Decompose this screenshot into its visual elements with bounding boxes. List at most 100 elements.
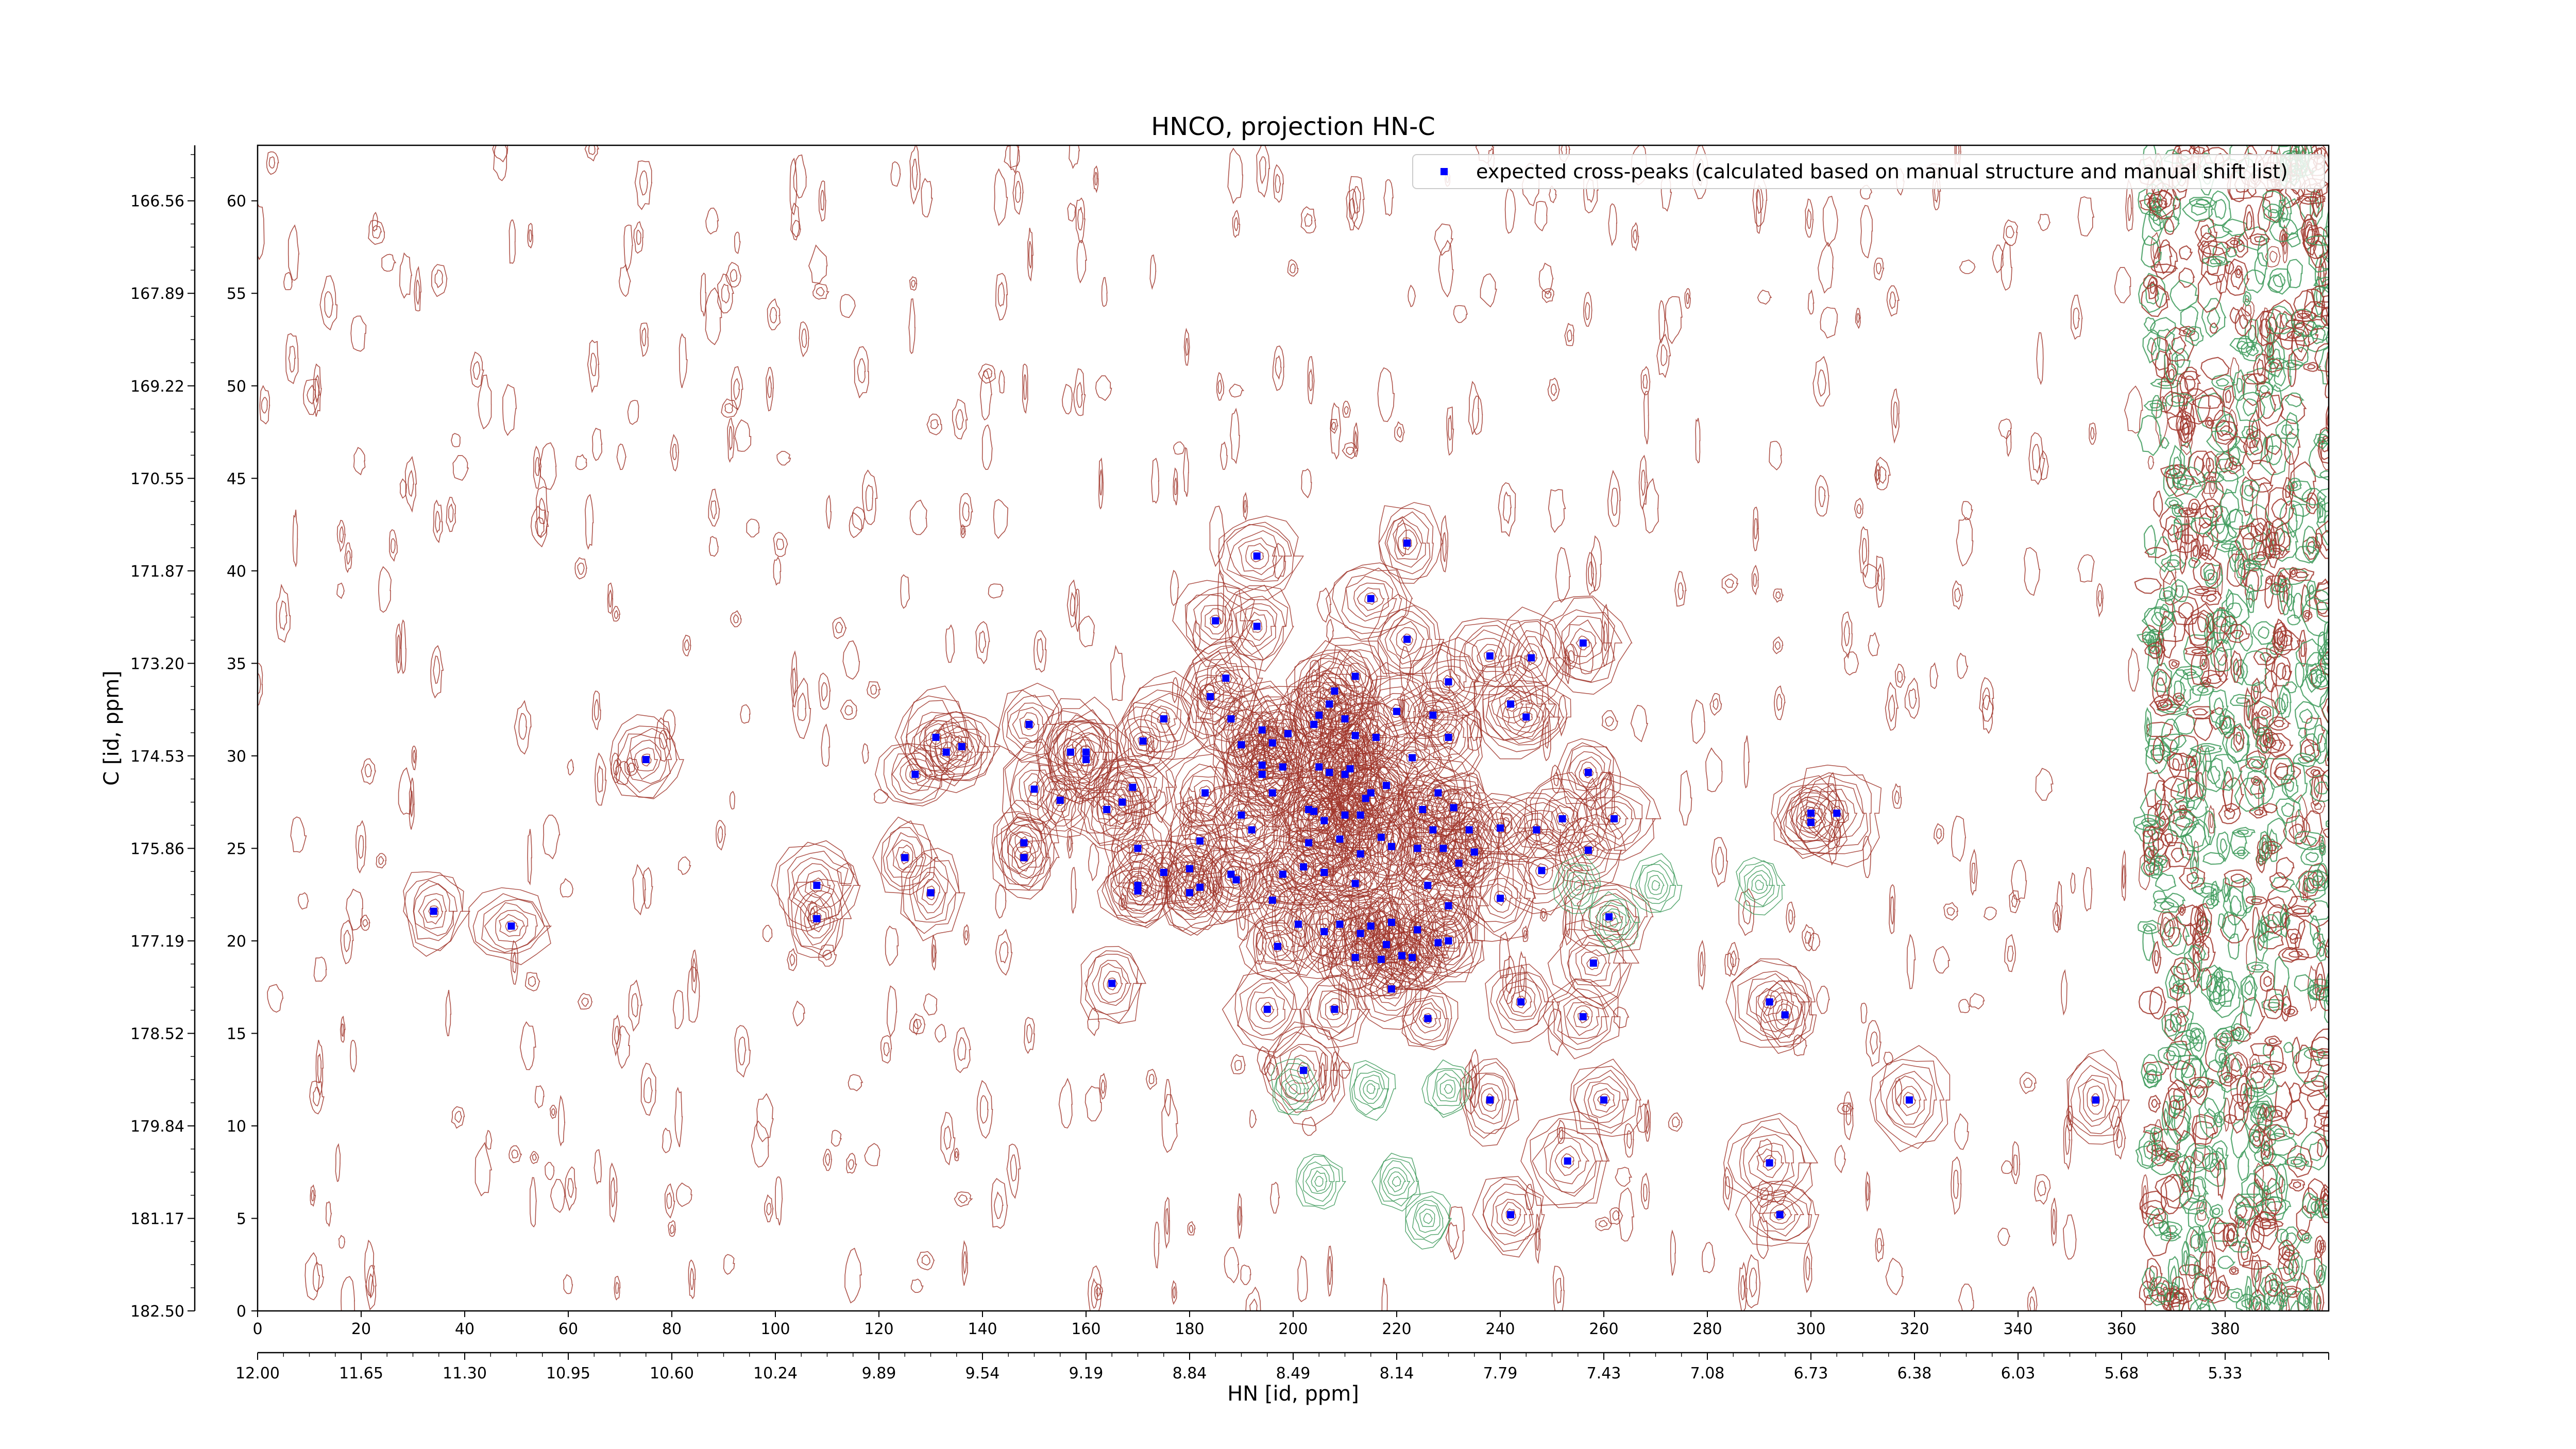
cross-peak-point	[1403, 539, 1411, 547]
cross-peak-point	[1186, 865, 1193, 872]
cross-peak-point	[1362, 795, 1369, 802]
cross-peak-point	[1497, 824, 1504, 832]
y-tick-label: 0	[236, 1303, 246, 1321]
cross-peak-point	[1108, 980, 1116, 987]
cross-peak-point	[1227, 870, 1235, 878]
cross-peak-point	[1584, 769, 1592, 777]
cross-peak-point	[1295, 920, 1302, 928]
y-tick-label: 25	[227, 840, 246, 858]
cross-peak-point	[1258, 726, 1266, 734]
cross-peak-point	[1056, 797, 1064, 804]
cross-peak-point	[1201, 789, 1209, 797]
cross-peak-point	[1424, 1015, 1432, 1022]
cross-peak-point	[1227, 715, 1235, 723]
cross-peak-point	[1186, 889, 1193, 897]
cross-peak-point	[1310, 720, 1318, 728]
cross-peak-point	[1268, 896, 1276, 904]
cross-peak-point	[1066, 748, 1074, 756]
cross-peak-point	[1207, 693, 1214, 700]
cross-peak-point	[1507, 700, 1515, 708]
cross-peak-point	[1372, 733, 1380, 741]
y-ppm-tick-label: 170.55	[130, 470, 184, 488]
legend: expected cross-peaks (calculated based o…	[1412, 154, 2325, 189]
x-ppm-tick-label: 6.38	[1897, 1364, 1932, 1383]
cross-peak-point	[1382, 782, 1390, 789]
x-ppm-tick-label: 6.03	[2001, 1364, 2036, 1383]
x-ppm-tick-label: 5.33	[2208, 1364, 2243, 1383]
x-tick-label: 0	[252, 1320, 262, 1338]
y-tick-label: 5	[236, 1210, 246, 1228]
cross-peak-point	[507, 922, 515, 930]
cross-peak-point	[1611, 815, 1618, 822]
x-tick-label: 20	[351, 1320, 371, 1338]
cross-peak-point	[1020, 854, 1028, 862]
cross-peak-point	[1336, 920, 1344, 928]
cross-peak-point	[813, 882, 821, 889]
cross-peak-point	[1486, 1096, 1494, 1104]
cross-peak-point	[1253, 622, 1261, 630]
x-ppm-tick-label: 9.19	[1069, 1364, 1104, 1383]
cross-peak-point	[1320, 869, 1328, 877]
y-tick-label: 10	[227, 1118, 246, 1136]
cross-peak-point	[1025, 720, 1033, 728]
cross-peak-point	[1082, 756, 1090, 764]
cross-peak-point	[1538, 867, 1546, 874]
y-tick-label: 50	[227, 378, 246, 396]
x-tick-label: 40	[455, 1320, 474, 1338]
cross-peak-point	[1522, 713, 1530, 721]
x-ppm-axis: 12.00 11.65 11.30 10.95 10.60 10.24 9.89 9.54 9.…	[235, 1352, 2329, 1383]
x-tick-label: 200	[1278, 1320, 1308, 1338]
cross-peak-point	[1377, 833, 1385, 841]
x-ppm-tick-label: 8.14	[1380, 1364, 1414, 1383]
cross-peak-point	[1341, 811, 1349, 819]
cross-peak-point	[1445, 733, 1452, 741]
cross-peak-point	[1409, 754, 1416, 762]
x-tick-label: 140	[968, 1320, 997, 1338]
cross-peak-point	[1346, 765, 1354, 772]
x-tick-label: 260	[1589, 1320, 1618, 1338]
cross-peak-point	[1387, 919, 1395, 926]
cross-peak-point	[1268, 789, 1276, 797]
cross-peak-point	[1238, 741, 1245, 749]
cross-peak-point	[958, 743, 965, 750]
cross-peak-point	[1263, 1005, 1271, 1013]
cross-peak-point	[1238, 811, 1245, 819]
x-ppm-tick-label: 11.65	[339, 1364, 383, 1383]
cross-peak-point	[1377, 955, 1385, 963]
x-ppm-tick-label: 10.60	[650, 1364, 694, 1383]
cross-peak-point	[1382, 941, 1390, 949]
cross-peak-point	[1766, 998, 1773, 1006]
cross-peak-point	[1589, 959, 1597, 967]
y-ppm-tick-label: 177.19	[130, 933, 184, 951]
cross-peak-point	[1445, 678, 1452, 686]
y-tick-label: 30	[227, 748, 246, 766]
x-tick-label: 80	[662, 1320, 682, 1338]
cross-peak-point	[1905, 1096, 1913, 1104]
cross-peak-point	[1336, 835, 1344, 843]
y-ppm-axis: 182.50 181.17 179.84 178.52 177.19 175.86 174.…	[130, 145, 196, 1321]
y-ppm-tick-label: 174.53	[130, 748, 184, 766]
x-tick-label: 160	[1071, 1320, 1100, 1338]
cross-peak-point	[1134, 845, 1142, 852]
cross-peak-point	[1497, 895, 1504, 902]
cross-peak-point	[1533, 826, 1540, 834]
x-ppm-tick-label: 9.54	[965, 1364, 1000, 1383]
y-tick-label: 20	[227, 933, 246, 951]
cross-peak-point	[2092, 1096, 2099, 1104]
cross-peak-point	[1507, 1211, 1515, 1219]
cross-peak-point	[1564, 1157, 1571, 1165]
cross-peak-point	[1248, 826, 1256, 834]
cross-peak-point	[1517, 998, 1525, 1006]
x-axis-label: HN [id, ppm]	[1227, 1382, 1359, 1406]
cross-peak-point	[1579, 1013, 1587, 1021]
cross-peak-point	[1279, 870, 1286, 878]
x-ppm-tick-label: 7.08	[1690, 1364, 1725, 1383]
cross-peak-point	[1279, 763, 1286, 771]
cross-peak-point	[1605, 913, 1613, 921]
chart-title: HNCO, projection HN-C	[1151, 112, 1435, 141]
cross-peak-point	[1274, 942, 1281, 950]
x-tick-label: 380	[2210, 1320, 2240, 1338]
cross-peak-point	[1326, 700, 1333, 708]
